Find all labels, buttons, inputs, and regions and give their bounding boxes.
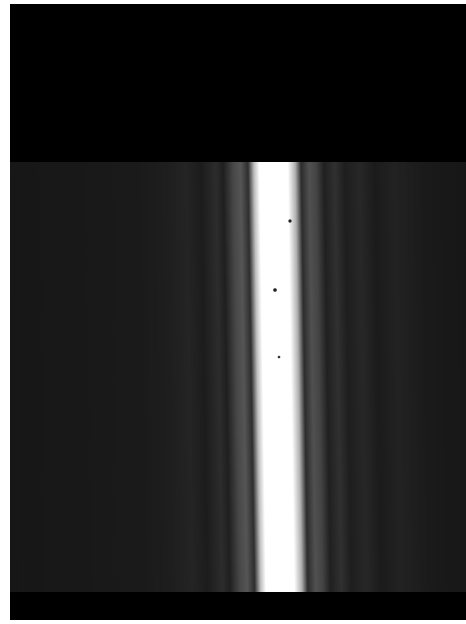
image-view — [0, 0, 466, 624]
page — [0, 0, 466, 624]
dust-spot — [273, 288, 277, 292]
pattern — [0, 162, 466, 592]
diffraction-fringes — [0, 162, 466, 592]
dust-spot — [288, 219, 291, 222]
dust-spot — [278, 356, 281, 359]
